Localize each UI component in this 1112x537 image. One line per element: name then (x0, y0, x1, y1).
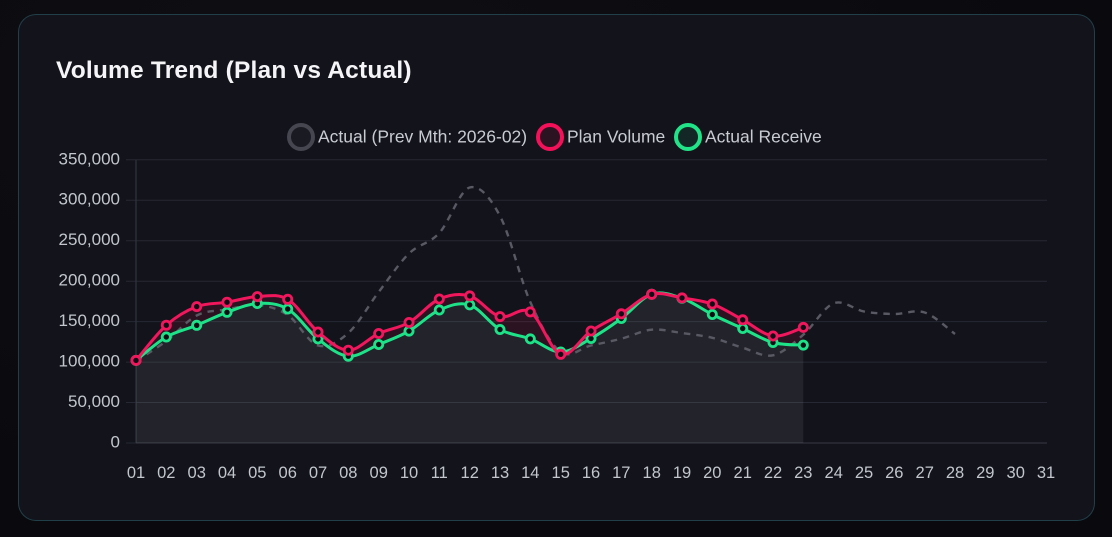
svg-text:09: 09 (370, 464, 388, 482)
svg-text:Actual (Prev Mth: 2026-02): Actual (Prev Mth: 2026-02) (318, 127, 527, 147)
svg-text:25: 25 (855, 464, 873, 482)
svg-text:200,000: 200,000 (59, 271, 120, 290)
svg-text:250,000: 250,000 (59, 230, 120, 249)
svg-text:24: 24 (825, 464, 843, 482)
svg-text:21: 21 (734, 464, 752, 482)
svg-text:30: 30 (1007, 464, 1025, 482)
svg-text:07: 07 (309, 464, 327, 482)
svg-text:02: 02 (157, 464, 175, 482)
svg-text:19: 19 (673, 464, 691, 482)
svg-text:Actual Receive: Actual Receive (705, 127, 822, 147)
svg-text:13: 13 (491, 464, 509, 482)
svg-text:50,000: 50,000 (68, 392, 120, 411)
svg-text:01: 01 (127, 464, 145, 482)
svg-text:20: 20 (703, 464, 721, 482)
svg-text:05: 05 (248, 464, 266, 482)
svg-text:29: 29 (976, 464, 994, 482)
svg-text:11: 11 (431, 464, 448, 482)
svg-text:23: 23 (794, 464, 812, 482)
svg-text:15: 15 (552, 464, 570, 482)
svg-text:10: 10 (400, 464, 418, 482)
svg-text:27: 27 (916, 464, 934, 482)
svg-text:17: 17 (612, 464, 630, 482)
svg-text:100,000: 100,000 (59, 352, 120, 371)
svg-text:06: 06 (279, 464, 297, 482)
svg-text:22: 22 (764, 464, 782, 482)
svg-text:Plan Volume: Plan Volume (567, 127, 665, 147)
svg-text:04: 04 (218, 464, 236, 482)
svg-text:12: 12 (461, 464, 479, 482)
svg-text:26: 26 (885, 464, 903, 482)
svg-text:350,000: 350,000 (59, 149, 120, 168)
svg-text:08: 08 (339, 464, 357, 482)
svg-text:03: 03 (188, 464, 206, 482)
svg-text:300,000: 300,000 (59, 190, 120, 209)
svg-text:16: 16 (582, 464, 600, 482)
svg-text:14: 14 (521, 464, 539, 482)
svg-text:0: 0 (111, 433, 120, 452)
svg-text:150,000: 150,000 (59, 311, 120, 330)
svg-text:31: 31 (1037, 464, 1055, 482)
svg-text:18: 18 (643, 464, 661, 482)
svg-text:28: 28 (946, 464, 964, 482)
